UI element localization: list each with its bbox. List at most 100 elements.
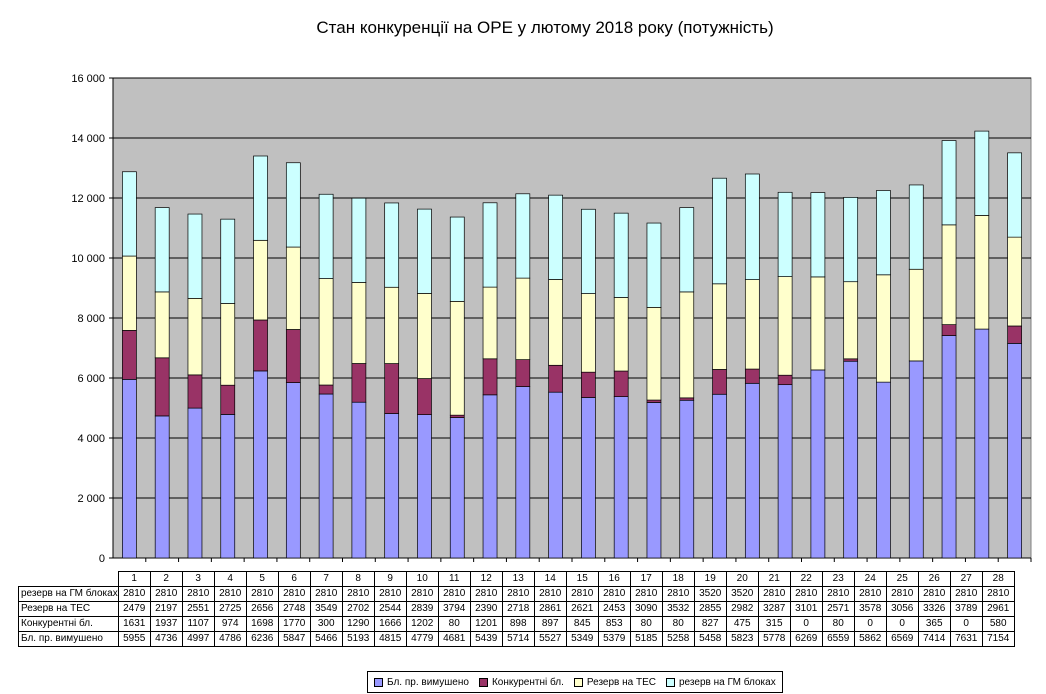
bar-segment-s1-3 bbox=[187, 374, 203, 409]
plot-area: 0 2 000 4 000 6 000 8 000 10 000 12 000 14 000 1… bbox=[71, 73, 1032, 565]
bar-segment-s0-7 bbox=[318, 393, 334, 559]
y-tick-label: 8 000 bbox=[77, 313, 105, 325]
data-label: 3578 bbox=[853, 601, 887, 617]
data-label: 1937 bbox=[149, 616, 183, 632]
data-label: 2702 bbox=[341, 601, 375, 617]
category-label: 20 bbox=[725, 571, 759, 587]
data-label: 2810 bbox=[341, 586, 375, 602]
data-label: 365 bbox=[917, 616, 951, 632]
bar-segment-s2-8 bbox=[351, 282, 367, 364]
data-label: 5379 bbox=[597, 631, 631, 647]
category-label: 11 bbox=[437, 571, 471, 587]
bar-segment-s2-6 bbox=[285, 246, 301, 330]
bar-segment-s2-23 bbox=[843, 281, 859, 360]
bar-segment-s1-17 bbox=[646, 399, 662, 403]
data-label: 5714 bbox=[501, 631, 535, 647]
data-label: 2810 bbox=[149, 586, 183, 602]
bar-segment-s2-12 bbox=[482, 286, 498, 360]
y-tick-label: 14 000 bbox=[71, 133, 105, 145]
legend-label: Резерв на ТЕС bbox=[586, 676, 656, 688]
category-label: 10 bbox=[405, 571, 439, 587]
y-tick-label: 10 000 bbox=[71, 253, 105, 265]
data-label: 2725 bbox=[213, 601, 247, 617]
bar-segment-s3-12 bbox=[482, 202, 498, 288]
bar-segment-s2-25 bbox=[908, 268, 924, 362]
data-label: 0 bbox=[853, 616, 887, 632]
bar-segment-s3-5 bbox=[253, 155, 268, 241]
bar-segment-s2-1 bbox=[122, 255, 137, 331]
table-row-label: Бл. пр. вимушено bbox=[18, 631, 119, 647]
data-label: 2810 bbox=[181, 586, 215, 602]
category-label: 27 bbox=[949, 571, 983, 587]
table-row: Конкурентні бл. 1631 1937 1107 974 1698 1770 30… bbox=[18, 616, 1015, 632]
category-label: 7 bbox=[309, 571, 343, 587]
bar-segment-s3-16 bbox=[613, 212, 629, 298]
data-label: 7414 bbox=[917, 631, 951, 647]
bar-segment-s1-8 bbox=[351, 363, 367, 403]
bar-segment-s0-3 bbox=[187, 407, 203, 559]
category-label: 26 bbox=[917, 571, 951, 587]
bar-segment-s1-13 bbox=[515, 359, 531, 387]
data-label: 2810 bbox=[373, 586, 407, 602]
bar-segment-s3-28 bbox=[1007, 152, 1022, 238]
data-label: 5847 bbox=[277, 631, 311, 647]
data-label: 300 bbox=[309, 616, 343, 632]
data-label: 2810 bbox=[821, 586, 855, 602]
bar-segment-s1-19 bbox=[712, 369, 727, 395]
bar-segment-s2-27 bbox=[974, 215, 990, 330]
data-label: 80 bbox=[661, 616, 695, 632]
category-label: 21 bbox=[757, 571, 791, 587]
bar-segment-s3-10 bbox=[417, 208, 432, 294]
bar-segment-s0-18 bbox=[679, 399, 695, 559]
bar-segment-s2-15 bbox=[581, 293, 596, 373]
bar-segment-s0-19 bbox=[712, 393, 727, 559]
bar-segment-s0-22 bbox=[810, 369, 826, 559]
data-label: 0 bbox=[949, 616, 983, 632]
bar-segment-s3-2 bbox=[154, 207, 170, 293]
data-label: 2810 bbox=[469, 586, 503, 602]
data-label: 2748 bbox=[277, 601, 311, 617]
bar-segment-s0-26 bbox=[941, 335, 957, 559]
bar-segment-s1-23 bbox=[843, 358, 859, 362]
bar-segment-s0-14 bbox=[548, 391, 563, 559]
data-label: 4997 bbox=[181, 631, 215, 647]
bar-segment-s3-3 bbox=[187, 213, 203, 299]
data-label: 80 bbox=[629, 616, 663, 632]
table-row: Бл. пр. вимушено 5955 4736 4997 4786 6236 5847… bbox=[18, 631, 1015, 647]
data-label: 315 bbox=[757, 616, 791, 632]
bar-segment-s1-20 bbox=[744, 368, 760, 384]
data-label: 2544 bbox=[373, 601, 407, 617]
data-label: 2810 bbox=[917, 586, 951, 602]
category-label: 8 bbox=[341, 571, 375, 587]
category-label: 13 bbox=[501, 571, 535, 587]
data-label: 2810 bbox=[885, 586, 919, 602]
data-label: 1770 bbox=[277, 616, 311, 632]
legend-entry: резерв на ГМ блоках bbox=[666, 677, 776, 688]
category-label: 4 bbox=[213, 571, 247, 587]
bar-segment-s3-8 bbox=[351, 197, 367, 283]
category-label: 3 bbox=[181, 571, 215, 587]
data-label: 2810 bbox=[853, 586, 887, 602]
bar-segment-s2-10 bbox=[417, 293, 432, 379]
data-label: 2571 bbox=[821, 601, 855, 617]
legend-label: резерв на ГМ блоках bbox=[679, 676, 776, 688]
data-label: 2810 bbox=[533, 586, 567, 602]
data-label: 7154 bbox=[981, 631, 1015, 647]
table-row-label: резерв на ГМ блоках bbox=[18, 586, 119, 602]
data-label: 3090 bbox=[629, 601, 663, 617]
data-label: 2855 bbox=[693, 601, 727, 617]
bar-segment-s3-18 bbox=[679, 207, 695, 293]
data-label: 1290 bbox=[341, 616, 375, 632]
data-label: 4786 bbox=[213, 631, 247, 647]
bar-segment-s1-18 bbox=[679, 397, 695, 401]
data-label: 4736 bbox=[149, 631, 183, 647]
table-row-label: Конкурентні бл. bbox=[18, 616, 119, 632]
bar-segment-s0-6 bbox=[285, 382, 301, 559]
category-label: 19 bbox=[693, 571, 727, 587]
bar-segment-s2-28 bbox=[1007, 236, 1022, 327]
data-label: 80 bbox=[437, 616, 471, 632]
legend-swatch bbox=[374, 677, 383, 687]
legend-label: Бл. пр. вимушено bbox=[387, 676, 469, 688]
y-tick-label: 4 000 bbox=[77, 433, 105, 445]
bar-segment-s1-14 bbox=[548, 364, 563, 393]
